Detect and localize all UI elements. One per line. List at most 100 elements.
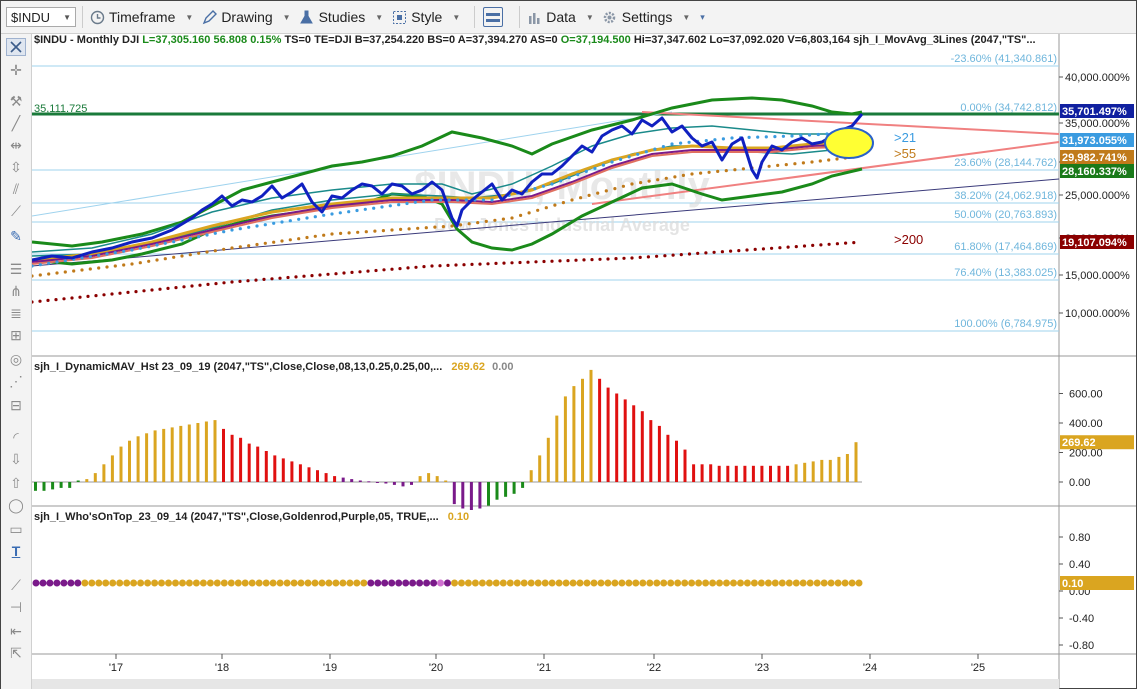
timeframe-button[interactable]: Timeframe ▼ [89, 9, 193, 25]
histogram-bar [145, 433, 149, 482]
ma-55-dot [339, 231, 343, 235]
snap-left-icon[interactable]: ⇤ [10, 622, 22, 639]
ma-55-dot [47, 272, 51, 276]
ma-55-dot [272, 240, 276, 244]
pencil-icon [201, 9, 217, 25]
chart-area[interactable]: -23.60% (41,340.861) 0.00% (34,742.812) 23… [32, 34, 1136, 689]
arrow-up-icon[interactable]: ⇧ [10, 474, 22, 491]
trendline-icon[interactable]: ╱ [11, 114, 21, 131]
whos-dot [423, 579, 431, 587]
histogram-bar [444, 480, 448, 482]
data-label: Data [546, 9, 576, 25]
ma-200-dot [278, 276, 282, 280]
whos-dot [241, 579, 249, 587]
data-button[interactable]: Data ▼ [526, 9, 594, 25]
ellipse-icon[interactable]: ◯ [8, 496, 24, 513]
ma-55-dot [364, 230, 368, 234]
vertical-line-icon[interactable]: ⇳ [10, 158, 22, 175]
histogram-bar [469, 482, 473, 510]
ma-21-dot [405, 201, 409, 206]
ma-200-dot [712, 250, 716, 254]
ma-200-dot [638, 255, 642, 259]
style-button[interactable]: Style ▼ [391, 9, 460, 25]
fib-retracement-icon[interactable]: ☰ [9, 260, 23, 277]
ma-21-dot [464, 198, 468, 202]
ma-200-dot [374, 268, 378, 273]
ma-200-dot [358, 270, 362, 274]
channel-icon[interactable]: ⫽ [12, 180, 20, 197]
select-tool-icon[interactable] [6, 38, 26, 56]
whos-dot [806, 579, 814, 587]
chevron-down-icon: ▼ [585, 12, 594, 22]
fib-fan-icon[interactable]: ⋔ [10, 282, 22, 299]
crosshair-icon[interactable]: ✛ [10, 61, 22, 78]
ma-55-dot [88, 267, 92, 271]
overflow-icon[interactable]: ▾ [700, 11, 705, 22]
ma-21-dot [679, 141, 683, 145]
spiral-icon[interactable]: ◎ [9, 350, 23, 367]
ma-55-dot [155, 258, 159, 262]
studies-label: Studies [318, 9, 366, 25]
layout-icon[interactable] [483, 7, 504, 27]
ruler-icon[interactable]: ⟋ [11, 576, 21, 593]
whos-dot [555, 579, 563, 587]
whos-dot [46, 579, 54, 587]
whos-dot [116, 579, 124, 587]
arc-icon[interactable]: ◜ [13, 428, 19, 445]
whos-dot [81, 579, 89, 587]
collapse-icon[interactable]: ⇱ [10, 644, 22, 661]
ma-21-dot [756, 135, 760, 139]
histogram-bar [632, 405, 636, 482]
ma-200-dot [811, 243, 815, 247]
chevron-down-icon[interactable]: ▼ [63, 12, 71, 22]
arrow-down-icon[interactable]: ⇩ [10, 450, 22, 467]
ma-21-dot [747, 135, 751, 139]
ma-200-dot [558, 259, 562, 263]
settings-button[interactable]: Settings ▼ [602, 9, 690, 25]
gann-icon[interactable]: ⊞ [10, 326, 22, 343]
histogram-bar [546, 437, 550, 483]
ma-55-dot [213, 249, 217, 253]
rectangle-icon[interactable]: ▭ [9, 520, 23, 537]
speed-lines-icon[interactable]: ⋰ [9, 372, 23, 389]
ma-200-dot [438, 264, 442, 268]
whos-dot [848, 579, 856, 587]
whos-dot [743, 579, 751, 587]
ma-21-dot [197, 235, 201, 239]
symbol-input[interactable]: $INDU ▼ [6, 7, 76, 27]
pen-icon[interactable]: ✎ [10, 227, 22, 244]
histogram-bar [692, 464, 696, 482]
ma-21-dot [559, 179, 563, 183]
fib-level-label: 0.00% (34,742.812) [960, 102, 1057, 114]
studies-button[interactable]: Studies ▼ [299, 9, 383, 25]
ma-21-dot [255, 224, 259, 228]
drawing-button[interactable]: Drawing ▼ [201, 9, 291, 25]
fib-extension-icon[interactable]: ≣ [10, 304, 22, 321]
ma-200-dot [32, 300, 34, 304]
histogram-bar [418, 476, 422, 482]
ma-55-dot [639, 181, 643, 185]
ma-200-dot [622, 256, 626, 260]
horizontal-line-icon[interactable]: ⇹ [10, 136, 22, 153]
histogram-bar [307, 467, 311, 483]
histogram-bar [170, 427, 174, 482]
ma-21-dot [288, 219, 292, 223]
ma-200-dot [302, 274, 306, 278]
histogram-bar [640, 411, 644, 482]
ma-200-dot [819, 243, 823, 247]
ma-200-dot [382, 268, 386, 272]
ma-200-dot [126, 290, 130, 294]
angle-icon[interactable]: ⟋ [11, 202, 21, 219]
measure-icon[interactable]: ⊣ [9, 598, 23, 615]
text-tool-icon[interactable]: T [11, 543, 21, 559]
style-label: Style [411, 9, 443, 25]
whos-dot [771, 579, 779, 587]
ma-200-dot [550, 259, 554, 263]
cycle-icon[interactable]: ⊟ [10, 396, 22, 413]
whos-dot [60, 579, 68, 587]
ma-21-dot [247, 225, 251, 229]
chart-svg[interactable]: -23.60% (41,340.861) 0.00% (34,742.812) 23… [32, 34, 1136, 689]
wrench-icon[interactable]: ⚒ [9, 92, 23, 109]
ma-200-dot [606, 257, 610, 261]
histogram-bar [384, 482, 388, 484]
